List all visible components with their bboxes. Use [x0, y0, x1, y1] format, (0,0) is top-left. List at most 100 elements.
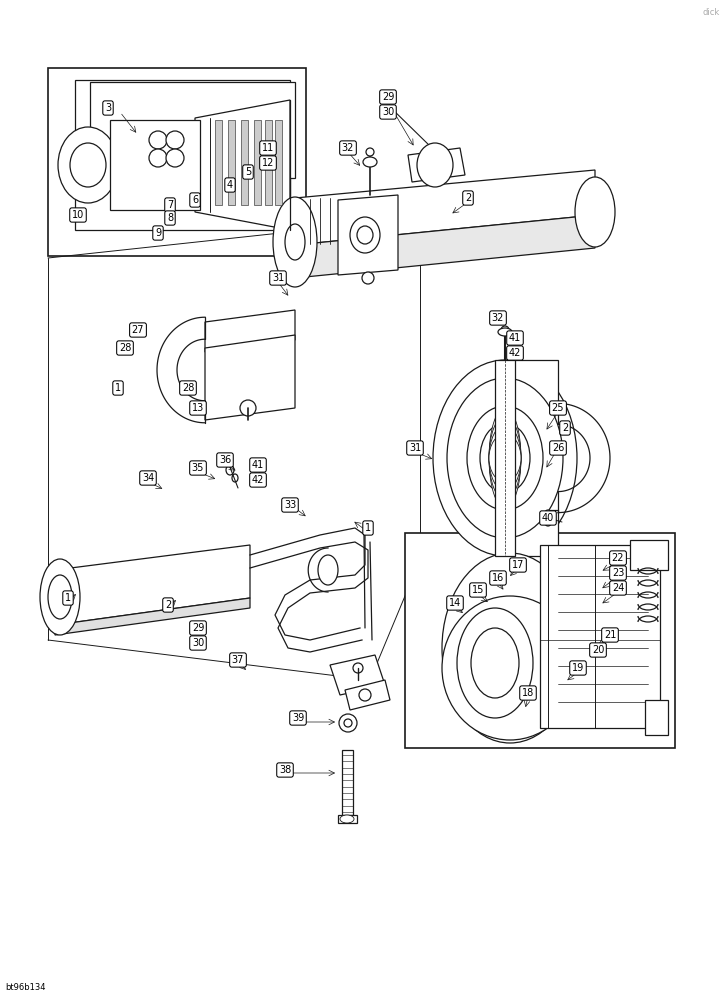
Ellipse shape [285, 224, 305, 260]
Text: 33: 33 [284, 500, 296, 510]
Ellipse shape [417, 143, 453, 187]
Ellipse shape [447, 378, 563, 538]
Ellipse shape [489, 408, 521, 508]
Text: 21: 21 [604, 630, 616, 640]
Text: bt96b134: bt96b134 [5, 983, 45, 992]
Polygon shape [330, 655, 385, 695]
Ellipse shape [58, 127, 118, 203]
Text: 4: 4 [227, 180, 233, 190]
Ellipse shape [357, 226, 373, 244]
Text: 39: 39 [292, 713, 304, 723]
Polygon shape [540, 545, 660, 728]
Text: 1: 1 [65, 593, 71, 603]
Text: 41: 41 [252, 460, 264, 470]
Text: 1: 1 [365, 523, 371, 533]
Ellipse shape [353, 663, 363, 673]
Ellipse shape [362, 272, 374, 284]
Ellipse shape [442, 553, 578, 743]
Ellipse shape [340, 815, 354, 823]
Bar [48, 68, 306, 256]
Ellipse shape [467, 406, 543, 510]
Ellipse shape [149, 149, 167, 167]
Text: 28: 28 [182, 383, 194, 393]
Bar [495, 360, 515, 556]
Text: 17: 17 [512, 560, 524, 570]
Ellipse shape [344, 719, 352, 727]
Text: 37: 37 [232, 655, 244, 665]
Text: 12: 12 [262, 158, 274, 168]
Polygon shape [645, 700, 668, 735]
Text: 42: 42 [252, 475, 264, 485]
Ellipse shape [350, 217, 380, 253]
Text: 6: 6 [192, 195, 198, 205]
Ellipse shape [442, 596, 578, 740]
Polygon shape [75, 80, 290, 230]
Text: 34: 34 [142, 473, 154, 483]
Text: 19: 19 [572, 663, 584, 673]
Polygon shape [505, 510, 558, 556]
Ellipse shape [48, 575, 72, 619]
Text: 18: 18 [522, 688, 534, 698]
Text: 5: 5 [245, 167, 251, 177]
Text: 29: 29 [191, 623, 204, 633]
Ellipse shape [226, 465, 234, 475]
Text: 20: 20 [592, 645, 604, 655]
Text: 2: 2 [465, 193, 471, 203]
Text: 15: 15 [472, 585, 484, 595]
Ellipse shape [359, 689, 371, 701]
Ellipse shape [70, 143, 106, 187]
Polygon shape [205, 335, 295, 420]
Text: 22: 22 [612, 553, 624, 563]
Text: dick: dick [703, 8, 720, 17]
Text: 27: 27 [132, 325, 144, 335]
Ellipse shape [363, 157, 377, 167]
Text: 7: 7 [167, 200, 173, 210]
Text: 31: 31 [409, 443, 421, 453]
Ellipse shape [498, 328, 512, 336]
Polygon shape [295, 170, 595, 245]
Text: 14: 14 [449, 598, 461, 608]
Text: 32: 32 [492, 313, 505, 323]
Ellipse shape [489, 416, 521, 500]
Ellipse shape [232, 474, 238, 482]
Ellipse shape [366, 148, 374, 156]
Text: 36: 36 [219, 455, 231, 465]
Polygon shape [195, 100, 290, 230]
Text: 28: 28 [119, 343, 131, 353]
Text: 11: 11 [262, 143, 274, 153]
Ellipse shape [471, 628, 519, 698]
Text: 32: 32 [342, 143, 355, 153]
Ellipse shape [501, 326, 509, 334]
Text: 9: 9 [155, 228, 161, 238]
Text: 25: 25 [552, 403, 564, 413]
Ellipse shape [489, 434, 521, 482]
Text: 40: 40 [542, 513, 554, 523]
Text: 16: 16 [492, 573, 504, 583]
Ellipse shape [339, 714, 357, 732]
Bar [338, 815, 357, 823]
Bar [275, 120, 282, 205]
Ellipse shape [480, 423, 530, 493]
Text: 26: 26 [552, 443, 564, 453]
Polygon shape [55, 545, 250, 625]
Polygon shape [205, 310, 295, 352]
Bar [254, 120, 261, 205]
Polygon shape [630, 540, 668, 570]
Text: 35: 35 [191, 463, 204, 473]
Ellipse shape [457, 608, 533, 718]
Ellipse shape [166, 149, 184, 167]
Text: 3: 3 [105, 103, 111, 113]
Ellipse shape [166, 131, 184, 149]
Polygon shape [295, 215, 595, 278]
Text: 23: 23 [612, 568, 624, 578]
Text: 2: 2 [165, 600, 171, 610]
Text: 41: 41 [509, 333, 521, 343]
Text: 30: 30 [382, 107, 394, 117]
Bar [228, 120, 235, 205]
Bar [241, 120, 248, 205]
Ellipse shape [273, 197, 317, 287]
Polygon shape [345, 680, 390, 710]
Ellipse shape [40, 559, 80, 635]
Text: 1: 1 [115, 383, 121, 393]
Text: 31: 31 [272, 273, 284, 283]
